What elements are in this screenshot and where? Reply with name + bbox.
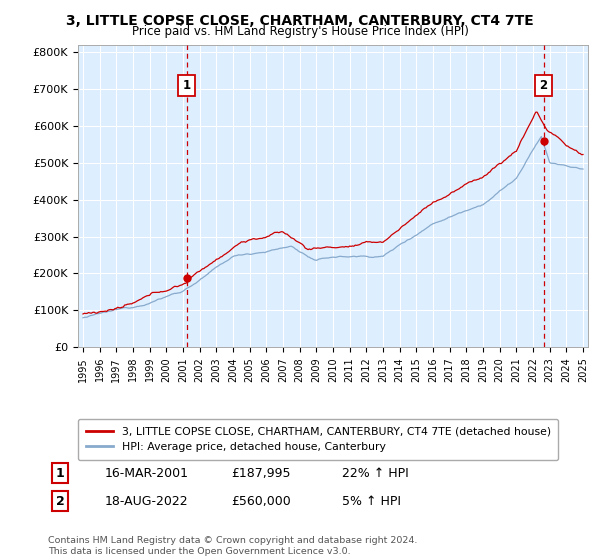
Text: 1: 1 bbox=[56, 466, 64, 480]
Legend: 3, LITTLE COPSE CLOSE, CHARTHAM, CANTERBURY, CT4 7TE (detached house), HPI: Aver: 3, LITTLE COPSE CLOSE, CHARTHAM, CANTERB… bbox=[79, 419, 559, 460]
Text: 22% ↑ HPI: 22% ↑ HPI bbox=[342, 466, 409, 480]
Text: 18-AUG-2022: 18-AUG-2022 bbox=[105, 494, 188, 508]
Text: 5% ↑ HPI: 5% ↑ HPI bbox=[342, 494, 401, 508]
Text: 3, LITTLE COPSE CLOSE, CHARTHAM, CANTERBURY, CT4 7TE: 3, LITTLE COPSE CLOSE, CHARTHAM, CANTERB… bbox=[66, 14, 534, 28]
Text: 1: 1 bbox=[182, 79, 191, 92]
Text: 2: 2 bbox=[56, 494, 64, 508]
Text: Price paid vs. HM Land Registry's House Price Index (HPI): Price paid vs. HM Land Registry's House … bbox=[131, 25, 469, 38]
Text: £560,000: £560,000 bbox=[231, 494, 291, 508]
Text: £187,995: £187,995 bbox=[231, 466, 290, 480]
Text: Contains HM Land Registry data © Crown copyright and database right 2024.
This d: Contains HM Land Registry data © Crown c… bbox=[48, 536, 418, 556]
Text: 2: 2 bbox=[539, 79, 548, 92]
Text: 16-MAR-2001: 16-MAR-2001 bbox=[105, 466, 189, 480]
